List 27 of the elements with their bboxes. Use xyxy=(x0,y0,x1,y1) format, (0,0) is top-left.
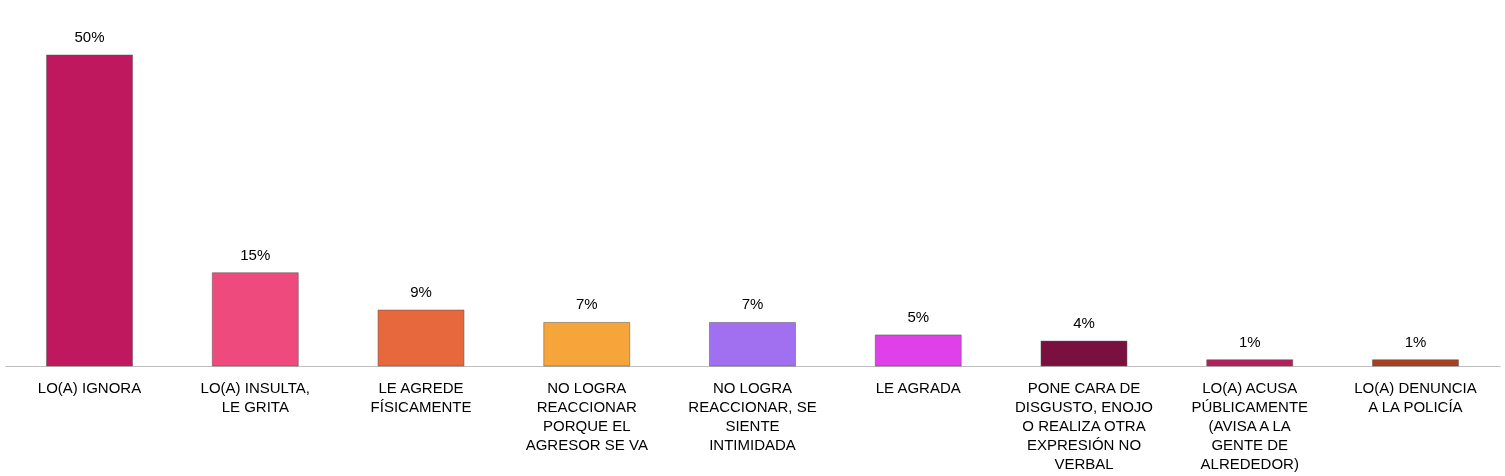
x-tick-label: NO LOGRA REACCIONAR PORQUE EL AGRESOR SE VA xyxy=(525,378,648,453)
x-tick-label: LO(A) IGNORA xyxy=(37,378,142,396)
data-label: 7% xyxy=(741,295,764,313)
data-label: 4% xyxy=(1073,314,1095,332)
bar xyxy=(212,272,299,367)
bar xyxy=(543,322,631,367)
data-label: 1% xyxy=(1404,332,1427,350)
data-label: 7% xyxy=(575,295,598,313)
data-label: 5% xyxy=(907,307,930,325)
x-tick-label: LE AGREDE FÍSICAMENTE xyxy=(370,378,472,415)
bar xyxy=(709,322,796,367)
x-tick-label: LE AGRADA xyxy=(875,378,961,396)
x-tick-label: LO(A) DENUNCIA A LA POLICÍA xyxy=(1354,378,1477,415)
x-tick-label: LO(A) ACUSA PÚBLICAMENTE (AVISA A LA GENTE DE ALREDEDOR) xyxy=(1191,378,1309,472)
data-label: 1% xyxy=(1238,332,1261,350)
data-label: 15% xyxy=(240,245,271,263)
x-tick-label: LO(A) INSULTA, LE GRITA xyxy=(200,378,311,415)
bar xyxy=(874,334,962,367)
data-label: 50% xyxy=(74,28,105,45)
data-label: 9% xyxy=(410,283,432,301)
bar xyxy=(1372,359,1459,367)
x-tick-label: NO LOGRA REACCIONAR, SE SIENTE INTIMIDADA xyxy=(688,378,817,453)
x-tick-label: PONE CARA DE DISGUSTO, ENOJO O REALIZA OTRA EXPRESIÓN NO VERBAL xyxy=(1014,378,1154,472)
bar xyxy=(377,309,465,367)
bar xyxy=(46,54,133,367)
bar xyxy=(1040,340,1128,367)
bar xyxy=(1206,359,1293,367)
